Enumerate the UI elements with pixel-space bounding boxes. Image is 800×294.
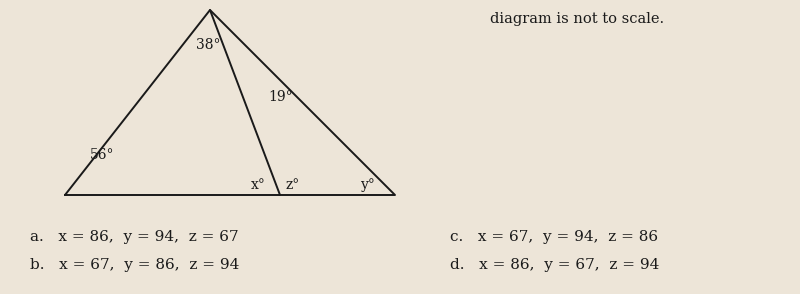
Text: x°: x° — [250, 178, 266, 192]
Text: 56°: 56° — [90, 148, 114, 162]
Text: d.   x = 86,  y = 67,  z = 94: d. x = 86, y = 67, z = 94 — [450, 258, 659, 272]
Text: c.   x = 67,  y = 94,  z = 86: c. x = 67, y = 94, z = 86 — [450, 230, 658, 244]
Text: diagram is not to scale.: diagram is not to scale. — [490, 12, 664, 26]
Text: a.   x = 86,  y = 94,  z = 67: a. x = 86, y = 94, z = 67 — [30, 230, 238, 244]
Text: 19°: 19° — [268, 90, 293, 104]
Text: b.   x = 67,  y = 86,  z = 94: b. x = 67, y = 86, z = 94 — [30, 258, 239, 272]
Text: z°: z° — [286, 178, 300, 192]
Text: 38°: 38° — [196, 38, 221, 52]
Text: y°: y° — [361, 178, 375, 192]
